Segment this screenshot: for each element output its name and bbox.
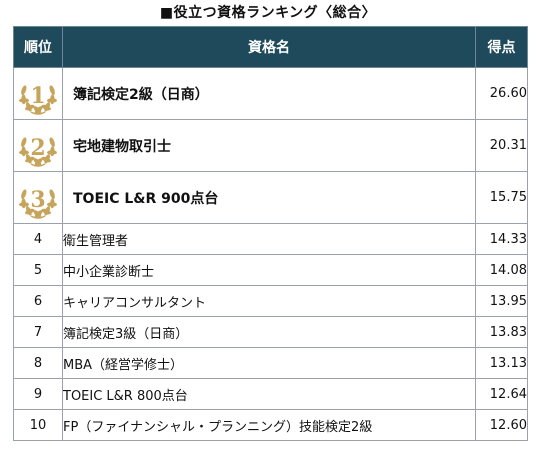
medal-rank-number: 1 (30, 83, 45, 109)
laurel-leaf (49, 188, 55, 199)
table-header-row: 順位 資格名 得点 (13, 26, 528, 68)
laurel-leaf (49, 136, 55, 147)
laurel-leaf (19, 201, 30, 207)
table-row: 4 衛生管理者 14.33 (13, 223, 528, 255)
rank-number: 8 (13, 347, 63, 379)
laurel-medal-icon: 2 (19, 135, 57, 167)
table-row: 8 MBA（経営学修士） 13.13 (13, 347, 528, 379)
laurel-leaf (19, 97, 30, 103)
laurel-leaf (25, 104, 35, 110)
laurel-leaf (44, 153, 51, 164)
table-row: 3 TOEIC L&R 900点台 15.75 (13, 171, 528, 224)
score-value: 13.83 (475, 316, 528, 348)
rank-medal-2: 2 (13, 119, 63, 172)
score-value: 13.13 (475, 347, 528, 379)
laurel-leaf (34, 209, 43, 218)
laurel-stem (30, 214, 46, 219)
rank-number: 10 (13, 409, 63, 441)
laurel-leaf (34, 105, 43, 114)
rank-number: 6 (13, 285, 63, 317)
qualification-name: キャリアコンサルタント (62, 285, 476, 317)
qualification-name: 簿記検定2級（日商） (62, 67, 476, 120)
header-rank: 順位 (13, 26, 63, 68)
table-row: 7 簿記検定3級（日商） 13.83 (13, 316, 528, 348)
table-row: 2 宅地建物取引士 20.31 (13, 119, 528, 172)
laurel-medal-icon: 3 (19, 187, 57, 219)
qualification-name: MBA（経営学修士） (62, 347, 476, 379)
medal-rank-number: 3 (30, 187, 45, 213)
laurel-stem (30, 162, 46, 167)
laurel-stem (30, 110, 46, 115)
laurel-leaf (21, 188, 27, 199)
qualification-name: FP（ファイナンシャル・プランニング）技能検定2級 (62, 409, 476, 441)
laurel-leaf (21, 84, 27, 95)
score-value: 15.75 (475, 171, 528, 224)
qualification-name: 中小企業診断士 (62, 254, 476, 286)
laurel-leaf (21, 136, 27, 147)
medal-rank-number: 2 (30, 135, 45, 161)
qualification-name: TOEIC L&R 900点台 (62, 171, 476, 224)
score-value: 20.31 (475, 119, 528, 172)
laurel-leaf (50, 197, 55, 208)
header-score: 得点 (475, 26, 528, 68)
score-value: 26.60 (475, 67, 528, 120)
laurel-medal-icon: 1 (19, 83, 57, 115)
header-name: 資格名 (62, 26, 476, 68)
laurel-leaf (34, 157, 43, 166)
rank-number: 4 (13, 223, 63, 255)
qualification-name: 簿記検定3級（日商） (62, 316, 476, 348)
qualification-name: 衛生管理者 (62, 223, 476, 255)
rank-medal-1: 1 (13, 67, 63, 120)
laurel-leaf (50, 93, 55, 104)
rank-medal-3: 3 (13, 171, 63, 224)
table-row: 5 中小企業診断士 14.08 (13, 254, 528, 286)
laurel-leaf (25, 208, 35, 214)
qualification-name: 宅地建物取引士 (62, 119, 476, 172)
score-value: 12.64 (475, 378, 528, 410)
table-row: 1 簿記検定2級（日商） 26.60 (13, 67, 528, 120)
table-row: 10 FP（ファイナンシャル・プランニング）技能検定2級 12.60 (13, 409, 528, 441)
rank-number: 7 (13, 316, 63, 348)
table-row: 6 キャリアコンサルタント 13.95 (13, 285, 528, 317)
score-value: 13.95 (475, 285, 528, 317)
qualification-name: TOEIC L&R 800点台 (62, 378, 476, 410)
score-value: 12.60 (475, 409, 528, 441)
laurel-leaf (25, 156, 35, 162)
page-title: ■役立つ資格ランキング〈総合〉 (159, 5, 377, 21)
laurel-leaf (44, 101, 51, 112)
laurel-leaf (44, 205, 51, 216)
rank-number: 9 (13, 378, 63, 410)
laurel-leaf (19, 149, 30, 155)
score-value: 14.33 (475, 223, 528, 255)
laurel-leaf (50, 145, 55, 156)
rank-number: 5 (13, 254, 63, 286)
table-row: 9 TOEIC L&R 800点台 12.64 (13, 378, 528, 410)
ranking-table: 順位 資格名 得点 1 簿記検定2級（日商） 26.60 2 宅地建物取引士 2… (13, 26, 528, 441)
score-value: 14.08 (475, 254, 528, 286)
laurel-leaf (49, 84, 55, 95)
